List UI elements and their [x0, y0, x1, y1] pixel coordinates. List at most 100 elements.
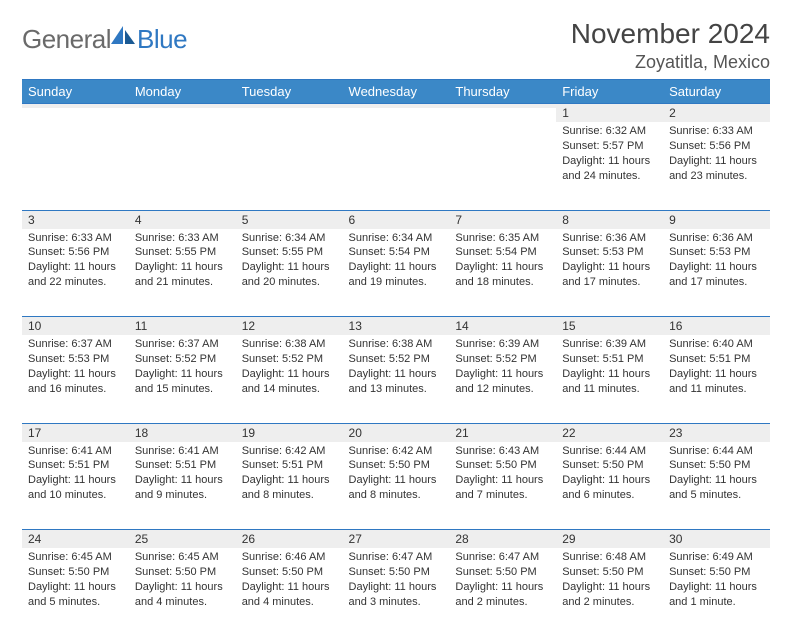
day-content: Sunrise: 6:39 AMSunset: 5:52 PMDaylight:… — [449, 335, 556, 400]
day-content: Sunrise: 6:39 AMSunset: 5:51 PMDaylight:… — [556, 335, 663, 400]
day-number: 22 — [556, 424, 663, 442]
day-cell: Sunrise: 6:42 AMSunset: 5:51 PMDaylight:… — [236, 442, 343, 530]
day-cell — [236, 122, 343, 210]
day-content: Sunrise: 6:44 AMSunset: 5:50 PMDaylight:… — [556, 442, 663, 507]
day-number-cell: 11 — [129, 317, 236, 336]
day-content: Sunrise: 6:45 AMSunset: 5:50 PMDaylight:… — [22, 548, 129, 613]
week-number-row: 12 — [22, 104, 770, 123]
day-number-cell: 22 — [556, 423, 663, 442]
day-number-cell: 26 — [236, 530, 343, 549]
day-number: 1 — [556, 104, 663, 122]
day-header: Friday — [556, 80, 663, 104]
day-number-cell: 6 — [343, 210, 450, 229]
day-content: Sunrise: 6:49 AMSunset: 5:50 PMDaylight:… — [663, 548, 770, 613]
day-number: 5 — [236, 211, 343, 229]
week-number-row: 17181920212223 — [22, 423, 770, 442]
day-cell: Sunrise: 6:36 AMSunset: 5:53 PMDaylight:… — [556, 229, 663, 317]
day-cell: Sunrise: 6:42 AMSunset: 5:50 PMDaylight:… — [343, 442, 450, 530]
header: General Blue November 2024 Zoyatitla, Me… — [22, 18, 770, 73]
day-number-cell: 28 — [449, 530, 556, 549]
day-number: 25 — [129, 530, 236, 548]
day-number-cell: 24 — [22, 530, 129, 549]
day-cell: Sunrise: 6:33 AMSunset: 5:56 PMDaylight:… — [22, 229, 129, 317]
day-number: 13 — [343, 317, 450, 335]
logo-text-blue: Blue — [137, 24, 187, 55]
day-number-cell: 30 — [663, 530, 770, 549]
day-content — [236, 122, 343, 128]
day-number: 18 — [129, 424, 236, 442]
day-cell: Sunrise: 6:47 AMSunset: 5:50 PMDaylight:… — [449, 548, 556, 636]
day-cell: Sunrise: 6:41 AMSunset: 5:51 PMDaylight:… — [129, 442, 236, 530]
day-content: Sunrise: 6:40 AMSunset: 5:51 PMDaylight:… — [663, 335, 770, 400]
day-number-cell: 15 — [556, 317, 663, 336]
day-content — [22, 122, 129, 128]
day-number-cell: 14 — [449, 317, 556, 336]
day-content: Sunrise: 6:45 AMSunset: 5:50 PMDaylight:… — [129, 548, 236, 613]
day-number-cell: 9 — [663, 210, 770, 229]
day-cell: Sunrise: 6:47 AMSunset: 5:50 PMDaylight:… — [343, 548, 450, 636]
day-number-cell: 18 — [129, 423, 236, 442]
day-cell: Sunrise: 6:34 AMSunset: 5:54 PMDaylight:… — [343, 229, 450, 317]
day-content: Sunrise: 6:48 AMSunset: 5:50 PMDaylight:… — [556, 548, 663, 613]
day-cell — [449, 122, 556, 210]
day-number: 17 — [22, 424, 129, 442]
day-content: Sunrise: 6:33 AMSunset: 5:55 PMDaylight:… — [129, 229, 236, 294]
day-cell: Sunrise: 6:37 AMSunset: 5:53 PMDaylight:… — [22, 335, 129, 423]
day-header: Saturday — [663, 80, 770, 104]
day-number — [343, 104, 450, 108]
day-header: Wednesday — [343, 80, 450, 104]
day-number-cell — [129, 104, 236, 123]
week-number-row: 24252627282930 — [22, 530, 770, 549]
day-content: Sunrise: 6:38 AMSunset: 5:52 PMDaylight:… — [236, 335, 343, 400]
day-number: 8 — [556, 211, 663, 229]
day-cell — [343, 122, 450, 210]
day-number: 29 — [556, 530, 663, 548]
day-number-cell: 12 — [236, 317, 343, 336]
day-content: Sunrise: 6:46 AMSunset: 5:50 PMDaylight:… — [236, 548, 343, 613]
day-cell: Sunrise: 6:35 AMSunset: 5:54 PMDaylight:… — [449, 229, 556, 317]
day-content: Sunrise: 6:36 AMSunset: 5:53 PMDaylight:… — [663, 229, 770, 294]
day-content: Sunrise: 6:47 AMSunset: 5:50 PMDaylight:… — [449, 548, 556, 613]
day-number — [449, 104, 556, 108]
day-number-cell: 27 — [343, 530, 450, 549]
day-cell: Sunrise: 6:40 AMSunset: 5:51 PMDaylight:… — [663, 335, 770, 423]
day-number: 19 — [236, 424, 343, 442]
day-number: 10 — [22, 317, 129, 335]
day-header: Sunday — [22, 80, 129, 104]
day-cell: Sunrise: 6:41 AMSunset: 5:51 PMDaylight:… — [22, 442, 129, 530]
day-number: 14 — [449, 317, 556, 335]
day-number-cell: 1 — [556, 104, 663, 123]
day-header: Tuesday — [236, 80, 343, 104]
day-cell: Sunrise: 6:37 AMSunset: 5:52 PMDaylight:… — [129, 335, 236, 423]
day-number: 15 — [556, 317, 663, 335]
day-cell: Sunrise: 6:36 AMSunset: 5:53 PMDaylight:… — [663, 229, 770, 317]
day-content: Sunrise: 6:44 AMSunset: 5:50 PMDaylight:… — [663, 442, 770, 507]
day-cell — [22, 122, 129, 210]
day-cell: Sunrise: 6:34 AMSunset: 5:55 PMDaylight:… — [236, 229, 343, 317]
day-content: Sunrise: 6:37 AMSunset: 5:53 PMDaylight:… — [22, 335, 129, 400]
day-content: Sunrise: 6:42 AMSunset: 5:51 PMDaylight:… — [236, 442, 343, 507]
month-year: November 2024 — [571, 18, 770, 50]
day-content: Sunrise: 6:33 AMSunset: 5:56 PMDaylight:… — [663, 122, 770, 187]
day-number-cell — [236, 104, 343, 123]
day-content: Sunrise: 6:41 AMSunset: 5:51 PMDaylight:… — [22, 442, 129, 507]
logo-text-general: General — [22, 24, 111, 55]
day-number — [236, 104, 343, 108]
day-cell: Sunrise: 6:38 AMSunset: 5:52 PMDaylight:… — [343, 335, 450, 423]
week-number-row: 10111213141516 — [22, 317, 770, 336]
day-cell: Sunrise: 6:45 AMSunset: 5:50 PMDaylight:… — [22, 548, 129, 636]
day-number: 7 — [449, 211, 556, 229]
day-number — [129, 104, 236, 108]
day-number: 2 — [663, 104, 770, 122]
day-number-cell: 17 — [22, 423, 129, 442]
day-number-cell: 19 — [236, 423, 343, 442]
day-number: 24 — [22, 530, 129, 548]
day-number: 11 — [129, 317, 236, 335]
title-block: November 2024 Zoyatitla, Mexico — [571, 18, 770, 73]
day-number: 28 — [449, 530, 556, 548]
day-content: Sunrise: 6:35 AMSunset: 5:54 PMDaylight:… — [449, 229, 556, 294]
day-cell: Sunrise: 6:43 AMSunset: 5:50 PMDaylight:… — [449, 442, 556, 530]
week-content-row: Sunrise: 6:32 AMSunset: 5:57 PMDaylight:… — [22, 122, 770, 210]
week-number-row: 3456789 — [22, 210, 770, 229]
week-content-row: Sunrise: 6:37 AMSunset: 5:53 PMDaylight:… — [22, 335, 770, 423]
